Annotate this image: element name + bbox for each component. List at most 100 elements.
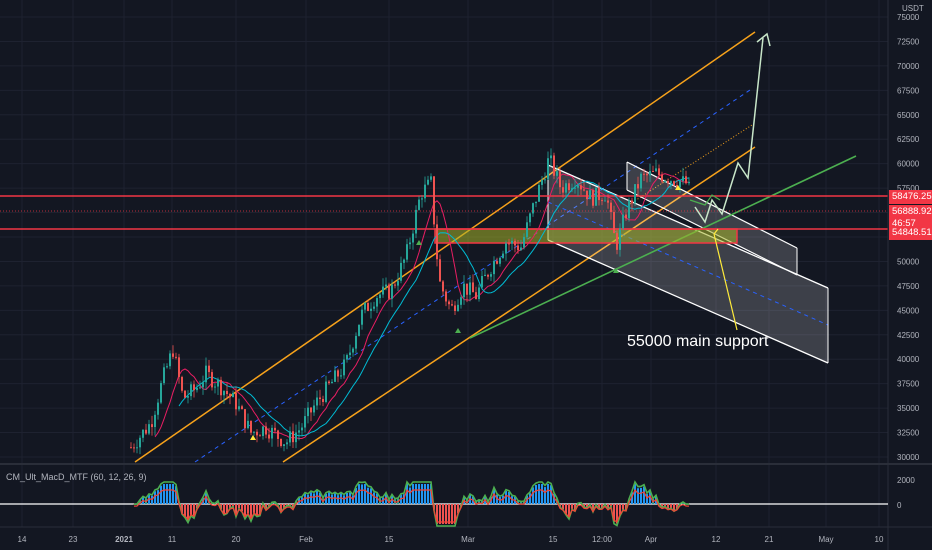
- macd-bar: [553, 493, 555, 504]
- macd-bar: [667, 504, 669, 509]
- candle-body: [544, 179, 546, 181]
- candle-body: [460, 297, 462, 305]
- macd-bar: [538, 484, 540, 504]
- candle-body: [373, 306, 375, 309]
- macd-bar: [649, 491, 651, 504]
- candle-body: [199, 387, 201, 389]
- candle-body: [433, 176, 435, 225]
- time-tick-label: Mar: [461, 535, 475, 544]
- macd-bar: [238, 504, 240, 509]
- candle-body: [583, 189, 585, 191]
- macd-bar: [478, 500, 480, 504]
- macd-bar: [496, 494, 498, 504]
- macd-line: [133, 480, 690, 527]
- candle-body: [442, 281, 444, 292]
- candle-body: [181, 376, 183, 391]
- macd-bar: [154, 491, 156, 504]
- macd-bar: [247, 504, 249, 514]
- candle-body: [481, 276, 483, 288]
- candle-body: [625, 214, 627, 219]
- candle-body: [679, 181, 681, 188]
- macd-bar: [619, 504, 621, 515]
- candle-body: [238, 406, 240, 410]
- small-channel-fill: [627, 162, 797, 275]
- candle-body: [319, 397, 321, 399]
- candle-body: [268, 434, 270, 439]
- macd-bar: [406, 484, 408, 504]
- candle-body: [397, 280, 399, 286]
- candle-body: [436, 224, 438, 260]
- projection-path: [694, 37, 764, 224]
- macd-bar: [535, 484, 537, 504]
- candle-body: [652, 170, 654, 172]
- marker: [250, 435, 256, 440]
- candle-body: [298, 430, 300, 433]
- candle-body: [613, 211, 615, 234]
- candle-body: [574, 187, 576, 189]
- macd-bar: [292, 504, 294, 509]
- macd-bar: [586, 504, 588, 508]
- macd-bar: [592, 504, 594, 512]
- candle-body: [649, 170, 651, 176]
- candle-body: [352, 348, 354, 353]
- macd-bar: [613, 504, 615, 522]
- macd-bar: [364, 484, 366, 504]
- price-tick-label: 45000: [897, 306, 920, 315]
- candle-body: [262, 426, 264, 437]
- price-tick-label: 50000: [897, 257, 920, 266]
- time-tick-label: 2021: [115, 535, 133, 544]
- price-tick-label: 47500: [897, 282, 920, 291]
- candle-body: [205, 365, 207, 383]
- candle-body: [640, 173, 642, 189]
- macd-bar: [517, 500, 519, 504]
- macd-bar: [673, 504, 675, 511]
- macd-bar: [421, 484, 423, 504]
- candle-body: [667, 180, 669, 184]
- candle-body: [283, 444, 285, 447]
- time-tick-label: Feb: [299, 535, 313, 544]
- macd-bar: [253, 504, 255, 513]
- macd-bar: [415, 484, 417, 504]
- macd-bar: [157, 490, 159, 504]
- macd-bar: [475, 501, 477, 504]
- price-tick-label: 42500: [897, 331, 920, 340]
- candle-body: [634, 184, 636, 204]
- candle-body: [166, 366, 168, 368]
- channel-lower-line: [282, 146, 756, 463]
- candle-body: [226, 390, 228, 395]
- candle-body: [688, 181, 690, 184]
- candle-body: [451, 304, 453, 306]
- candle-body: [379, 294, 381, 299]
- macd-bar: [427, 484, 429, 504]
- macd-bar: [286, 504, 288, 506]
- macd-bar: [631, 492, 633, 504]
- candle-body: [301, 427, 303, 431]
- macd-bar: [334, 493, 336, 504]
- macd-bar: [160, 485, 162, 504]
- candle-body: [508, 243, 510, 245]
- macd-bar: [337, 495, 339, 504]
- candle-body: [526, 222, 528, 238]
- candle-body: [439, 259, 441, 282]
- candle-body: [340, 375, 342, 377]
- candle-body: [430, 176, 432, 180]
- macd-bar: [373, 492, 375, 504]
- macd-bar: [598, 504, 600, 509]
- price-tick-label: 65000: [897, 111, 920, 120]
- macd-bar: [349, 492, 351, 504]
- time-tick-label: Apr: [645, 535, 658, 544]
- candle-body: [133, 447, 135, 449]
- candle-body: [223, 390, 225, 396]
- candle-body: [160, 383, 162, 403]
- candle-body: [658, 168, 660, 175]
- macd-bar: [220, 504, 222, 510]
- candle-body: [202, 382, 204, 388]
- macd-bar: [583, 504, 585, 507]
- candle-body: [403, 259, 405, 263]
- macd-bar: [520, 501, 522, 504]
- price-tick-label: 62500: [897, 135, 920, 144]
- candle-body: [256, 431, 258, 436]
- macd-bar: [439, 504, 441, 524]
- desc-channel-lower: [547, 239, 829, 364]
